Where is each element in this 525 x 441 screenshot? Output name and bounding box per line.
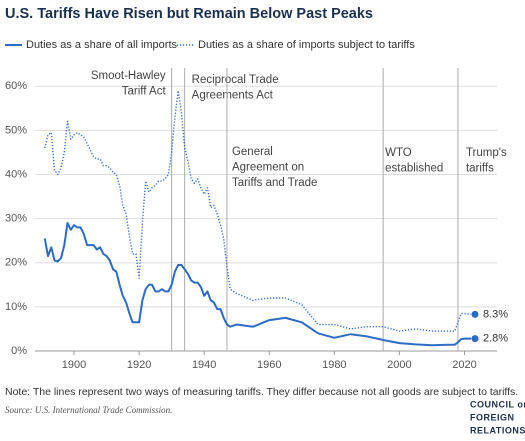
value-label: 2.8% [483, 333, 508, 345]
y-tick-label: 0% [11, 345, 27, 357]
legend-label: Duties as a share of imports subject to … [198, 39, 415, 51]
annotation: Agreements Act [192, 90, 274, 102]
annotation: Reciprocal Trade [192, 74, 279, 86]
note: Note: The lines represent two ways of me… [5, 386, 518, 398]
y-tick-label: 60% [5, 80, 27, 92]
legend-label: Duties as a share of all imports [26, 39, 178, 51]
x-tick-label: 1980 [322, 359, 346, 371]
y-tick-label: 10% [5, 301, 27, 313]
value-label: 8.3% [483, 308, 508, 320]
series-line [43, 222, 471, 347]
annotation: Trump's [466, 147, 507, 159]
x-tick-label: 1940 [192, 359, 216, 371]
annotation: Tariffs and Trade [232, 177, 317, 189]
chart-title: U.S. Tariffs Have Risen but Remain Below… [5, 6, 373, 22]
y-tick-label: 30% [5, 213, 27, 225]
logo-line: RELATIONS [470, 425, 525, 435]
y-tick-label: 40% [5, 168, 27, 180]
end-point [471, 335, 479, 343]
y-tick-label: 20% [5, 257, 27, 269]
source: Source: U.S. International Trade Commiss… [5, 405, 172, 415]
annotation: Agreement on [232, 162, 304, 174]
annotation: established [385, 163, 443, 175]
x-tick-label: 1900 [62, 359, 86, 371]
logo-line: COUNCIL on [470, 399, 525, 409]
annotation: Tariff Act [122, 86, 167, 98]
annotation: General [232, 146, 273, 158]
x-tick-label: 1920 [127, 359, 151, 371]
annotation: tariffs [466, 163, 494, 175]
logo-line: FOREIGN [470, 412, 515, 422]
x-tick-label: 2000 [387, 359, 411, 371]
annotation: Smoot-Hawley [91, 70, 166, 82]
x-tick-label: 1960 [257, 359, 281, 371]
series-line [44, 90, 472, 332]
y-tick-label: 50% [5, 124, 27, 136]
x-tick-label: 2020 [452, 359, 476, 371]
annotation: WTO [385, 147, 412, 159]
end-point [471, 310, 479, 318]
